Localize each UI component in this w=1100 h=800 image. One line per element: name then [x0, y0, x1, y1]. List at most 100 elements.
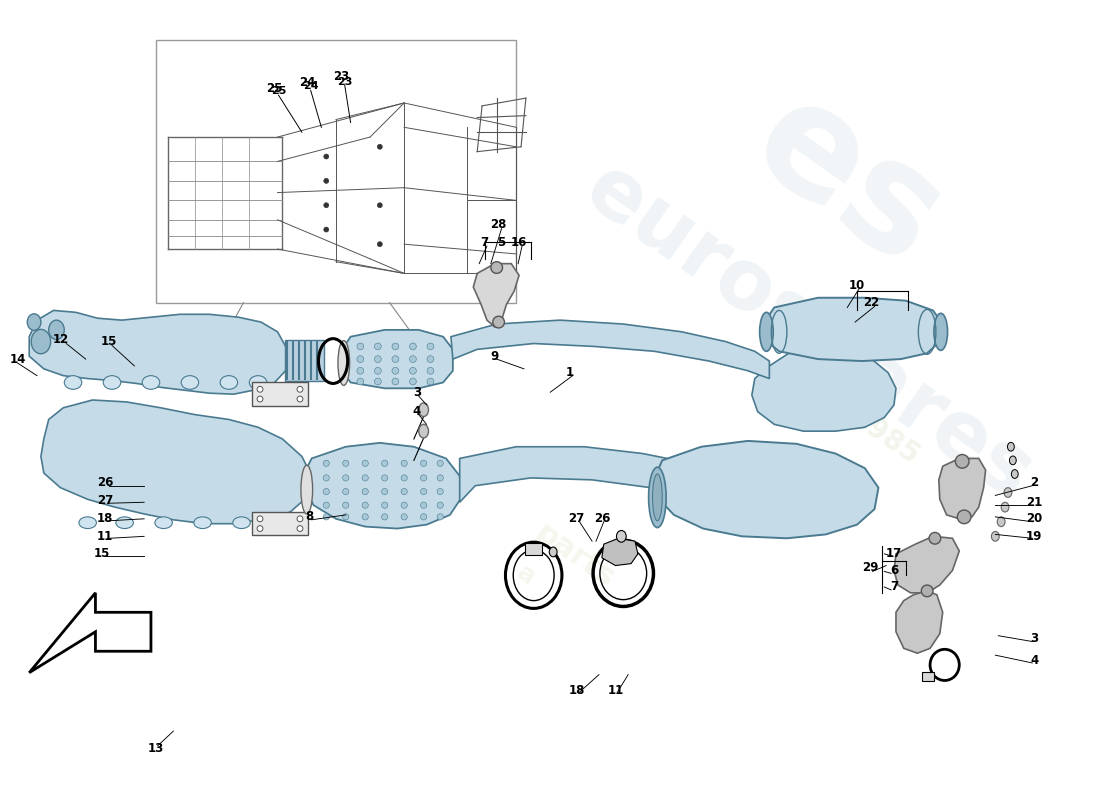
Circle shape: [491, 262, 503, 274]
Circle shape: [402, 474, 407, 481]
Circle shape: [427, 356, 433, 362]
Circle shape: [392, 343, 399, 350]
Circle shape: [342, 460, 349, 466]
Text: 12: 12: [53, 333, 68, 346]
Circle shape: [382, 489, 388, 494]
Circle shape: [323, 202, 329, 208]
Text: 13: 13: [147, 742, 164, 755]
Circle shape: [257, 396, 263, 402]
Polygon shape: [764, 298, 943, 361]
Circle shape: [362, 514, 369, 520]
Text: 20: 20: [1026, 512, 1043, 526]
Circle shape: [427, 378, 433, 385]
Text: 9: 9: [491, 350, 499, 362]
Ellipse shape: [28, 314, 41, 330]
Ellipse shape: [250, 376, 267, 390]
Circle shape: [392, 378, 399, 385]
Circle shape: [956, 454, 969, 468]
FancyBboxPatch shape: [922, 672, 934, 682]
Circle shape: [402, 502, 407, 508]
Polygon shape: [30, 593, 151, 673]
Circle shape: [356, 367, 364, 374]
Circle shape: [342, 474, 349, 481]
Circle shape: [257, 516, 263, 522]
Circle shape: [437, 489, 443, 494]
Circle shape: [374, 367, 382, 374]
Text: 4: 4: [412, 405, 421, 418]
Ellipse shape: [64, 376, 81, 390]
Polygon shape: [654, 441, 879, 538]
Circle shape: [374, 343, 382, 350]
Text: since 1985: since 1985: [770, 350, 924, 470]
Polygon shape: [30, 310, 287, 394]
Text: 6: 6: [890, 564, 898, 577]
Text: 18: 18: [97, 512, 113, 526]
Text: parts: parts: [529, 518, 619, 594]
Circle shape: [362, 460, 369, 466]
Ellipse shape: [649, 467, 667, 527]
Circle shape: [342, 514, 349, 520]
Circle shape: [382, 514, 388, 520]
Ellipse shape: [549, 547, 557, 557]
Circle shape: [323, 474, 329, 481]
Text: 17: 17: [886, 547, 902, 560]
Circle shape: [392, 356, 399, 362]
Ellipse shape: [182, 376, 199, 390]
Ellipse shape: [991, 531, 999, 542]
Circle shape: [323, 154, 329, 159]
Ellipse shape: [220, 376, 238, 390]
Polygon shape: [451, 320, 769, 378]
Text: 18: 18: [569, 684, 585, 697]
Polygon shape: [41, 400, 311, 524]
Circle shape: [377, 202, 382, 208]
Text: 7: 7: [480, 236, 488, 249]
Circle shape: [356, 356, 364, 362]
Text: 1: 1: [565, 366, 574, 379]
Ellipse shape: [616, 530, 626, 542]
Circle shape: [356, 378, 364, 385]
Ellipse shape: [1011, 470, 1019, 478]
Circle shape: [409, 378, 416, 385]
Text: 16: 16: [510, 236, 527, 249]
Circle shape: [420, 460, 427, 466]
Circle shape: [362, 489, 369, 494]
Text: 5: 5: [497, 236, 506, 249]
Text: 8: 8: [306, 510, 313, 523]
Circle shape: [427, 367, 433, 374]
Ellipse shape: [652, 474, 662, 521]
Polygon shape: [751, 346, 896, 431]
Circle shape: [437, 460, 443, 466]
Ellipse shape: [1008, 442, 1014, 451]
Text: 23: 23: [337, 77, 352, 86]
Text: 25: 25: [266, 82, 283, 95]
Text: 26: 26: [594, 512, 610, 526]
Ellipse shape: [998, 517, 1005, 526]
Circle shape: [427, 343, 433, 350]
Circle shape: [362, 474, 369, 481]
Circle shape: [374, 356, 382, 362]
Text: 15: 15: [101, 335, 118, 348]
Text: 25: 25: [271, 86, 286, 96]
Ellipse shape: [1004, 488, 1012, 498]
Ellipse shape: [419, 403, 429, 417]
Circle shape: [382, 474, 388, 481]
Ellipse shape: [48, 320, 64, 340]
Text: 27: 27: [97, 494, 113, 507]
Ellipse shape: [262, 517, 279, 529]
Circle shape: [409, 367, 416, 374]
Text: 11: 11: [607, 684, 624, 697]
Ellipse shape: [142, 376, 160, 390]
Circle shape: [437, 474, 443, 481]
Ellipse shape: [338, 341, 350, 386]
Circle shape: [382, 460, 388, 466]
Text: 7: 7: [890, 581, 898, 594]
Text: 15: 15: [95, 547, 110, 560]
Circle shape: [392, 367, 399, 374]
Circle shape: [420, 474, 427, 481]
Circle shape: [342, 489, 349, 494]
Circle shape: [402, 514, 407, 520]
Text: 10: 10: [849, 278, 865, 291]
Circle shape: [342, 502, 349, 508]
Text: 19: 19: [1026, 530, 1043, 543]
Circle shape: [323, 502, 329, 508]
